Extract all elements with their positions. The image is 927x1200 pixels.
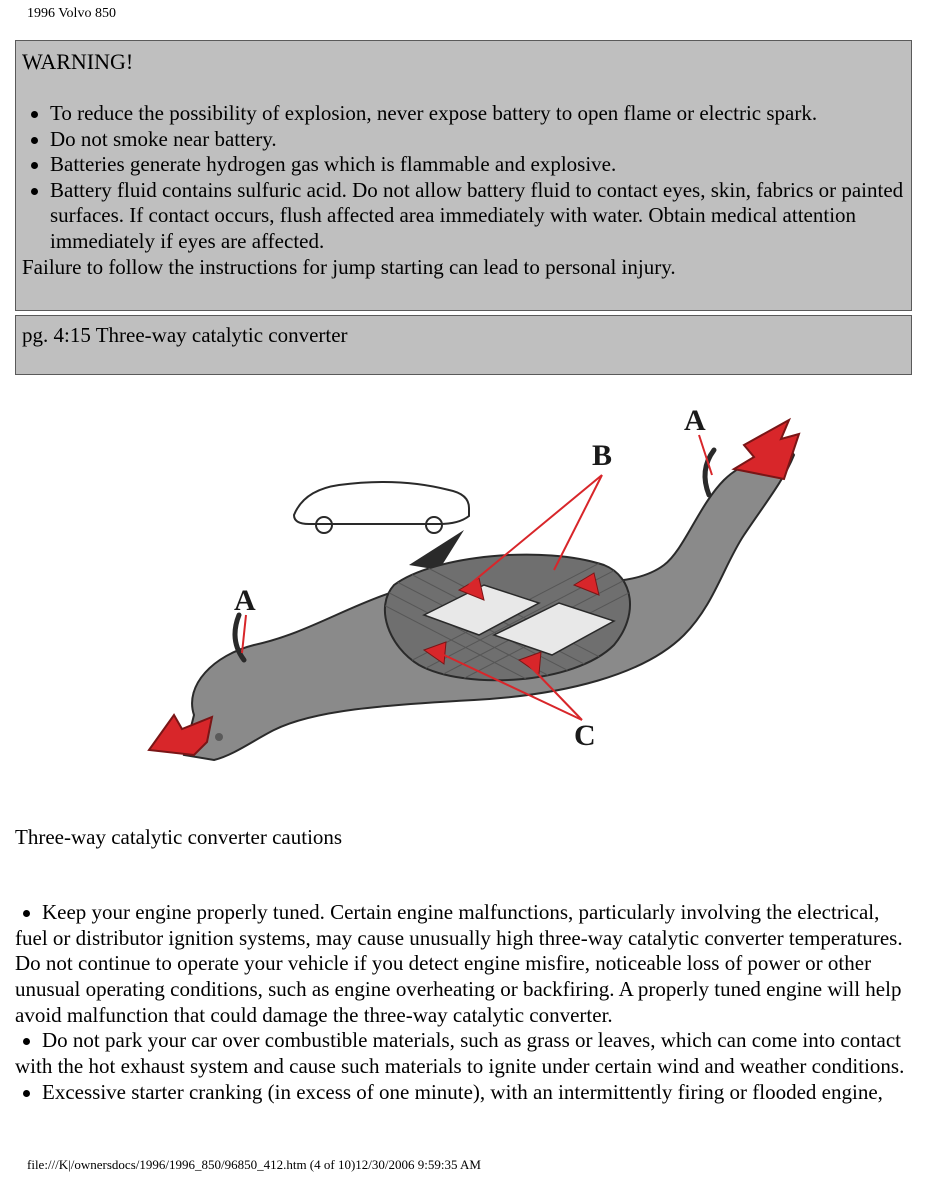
bullet-icon	[23, 1038, 30, 1045]
file-path-footer: file:///K|/ownersdocs/1996/1996_850/9685…	[27, 1157, 912, 1173]
warning-title: WARNING!	[22, 49, 905, 75]
caution-item: Keep your engine properly tuned. Certain…	[15, 900, 912, 1028]
bullet-icon	[23, 910, 30, 917]
car-outline-icon	[294, 482, 469, 570]
caution-item: Excessive starter cranking (in excess of…	[15, 1080, 912, 1106]
warning-item: Battery fluid contains sulfuric acid. Do…	[22, 178, 905, 255]
caution-item: Do not park your car over combustible ma…	[15, 1028, 912, 1079]
document-header: 1996 Volvo 850	[27, 6, 912, 22]
warning-item: Batteries generate hydrogen gas which is…	[22, 152, 905, 178]
label-c: C	[574, 719, 596, 752]
label-a-left: A	[234, 584, 256, 617]
bullet-icon	[23, 1090, 30, 1097]
cutaway-section	[374, 540, 644, 740]
section-title: Three-way catalytic converter cautions	[15, 825, 912, 850]
cautions-list: Keep your engine properly tuned. Certain…	[15, 900, 912, 1105]
warning-item: To reduce the possibility of explosion, …	[22, 101, 905, 127]
page-reference-box: pg. 4:15 Three-way catalytic converter	[15, 315, 912, 375]
warning-list: To reduce the possibility of explosion, …	[22, 101, 905, 255]
warning-footer: Failure to follow the instructions for j…	[22, 255, 905, 281]
label-a-right: A	[684, 404, 706, 437]
catalytic-converter-diagram: A A B C	[15, 385, 912, 795]
inlet-arrow-icon	[734, 420, 799, 479]
warning-item: Do not smoke near battery.	[22, 127, 905, 153]
warning-box: WARNING! To reduce the possibility of ex…	[15, 40, 912, 311]
label-b: B	[592, 439, 612, 472]
